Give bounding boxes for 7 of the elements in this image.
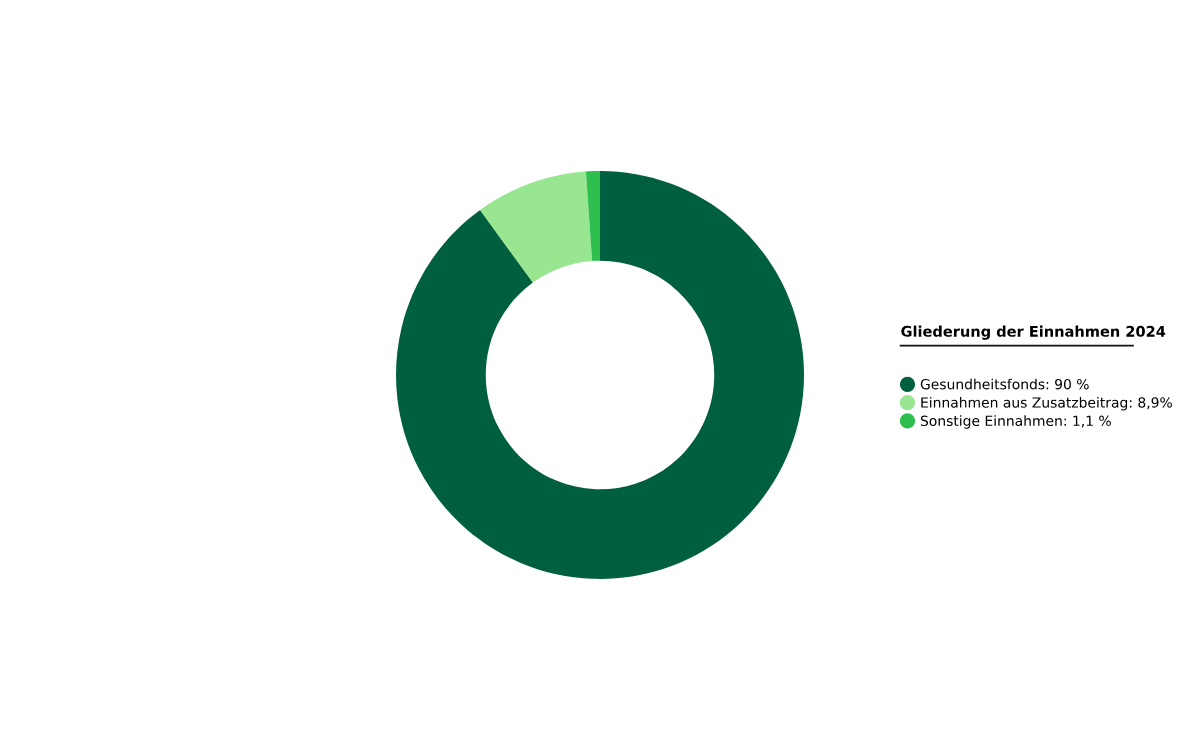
legend-title: Gliederung der Einnahmen 2024 (901, 325, 1166, 340)
legend-label: Gesundheitsfonds: 90 % (920, 378, 1089, 390)
legend-label: Sonstige Einnahmen: 1,1 % (920, 415, 1111, 429)
legend-label: Einnahmen aus Zusatzbeitrag: 8,9% (921, 396, 1172, 411)
donut-slice (480, 171, 593, 283)
donut-slice (396, 171, 804, 579)
donut-slice (585, 171, 600, 262)
